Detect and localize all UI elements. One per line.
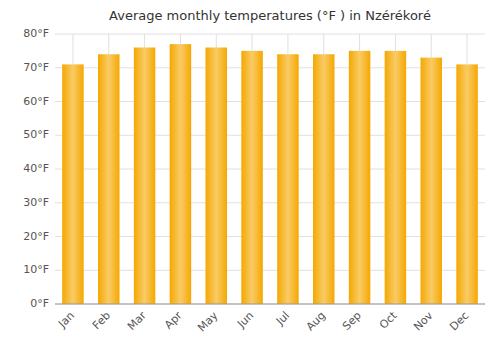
bar <box>349 51 371 304</box>
x-tick-label: Jun <box>234 309 256 331</box>
grid <box>55 34 485 304</box>
bar <box>241 51 262 304</box>
y-tick-label: 50°F <box>23 128 49 141</box>
x-tick-label: Dec <box>447 309 471 333</box>
y-grid-line <box>55 34 485 35</box>
x-axis: Jan Feb Mar Apr May Jun Jul Aug Sep Oct Nov Dec <box>55 309 471 335</box>
bar <box>170 44 192 304</box>
chart: 0°F 10°F 20°F 30°F 40°F 50°F 60°F 70°F 80°F Jan Fe… <box>0 0 500 350</box>
bar <box>313 54 335 304</box>
x-tick-label: May <box>195 309 221 335</box>
y-tick-label: 40°F <box>23 162 49 175</box>
bar <box>421 58 443 304</box>
x-tick-label: Oct <box>377 309 400 332</box>
x-tick-label: Jan <box>55 309 77 331</box>
x-tick-label: Mar <box>125 309 149 333</box>
bar <box>385 51 407 304</box>
bar <box>206 48 228 305</box>
y-axis: 0°F 10°F 20°F 30°F 40°F 50°F 60°F 70°F 80°F <box>23 27 49 310</box>
y-tick-label: 10°F <box>23 263 49 276</box>
y-tick-label: 0°F <box>30 297 49 310</box>
x-tick-label: Feb <box>90 309 113 332</box>
bar <box>456 64 478 304</box>
x-axis-line <box>55 304 485 305</box>
bar <box>98 54 120 304</box>
x-tick-label: Apr <box>162 309 185 332</box>
y-grid-line <box>55 304 485 305</box>
title: Average monthly temperatures (°F ) in Nz… <box>109 8 431 23</box>
x-tick-label: Sep <box>340 309 364 333</box>
bars <box>62 44 478 304</box>
y-tick-label: 60°F <box>23 95 49 108</box>
y-tick-label: 70°F <box>23 61 49 74</box>
x-tick-label: Nov <box>411 309 436 334</box>
x-tick-label: Aug <box>304 309 328 333</box>
bar <box>62 64 84 304</box>
bar <box>134 48 156 305</box>
x-tick-label: Jul <box>273 309 292 328</box>
chart-container: 0°F 10°F 20°F 30°F 40°F 50°F 60°F 70°F 80°F Jan Fe… <box>0 0 500 350</box>
y-tick-label: 30°F <box>23 196 49 209</box>
y-tick-label: 20°F <box>23 230 49 243</box>
y-tick-label: 80°F <box>23 27 49 40</box>
bar <box>277 54 299 304</box>
